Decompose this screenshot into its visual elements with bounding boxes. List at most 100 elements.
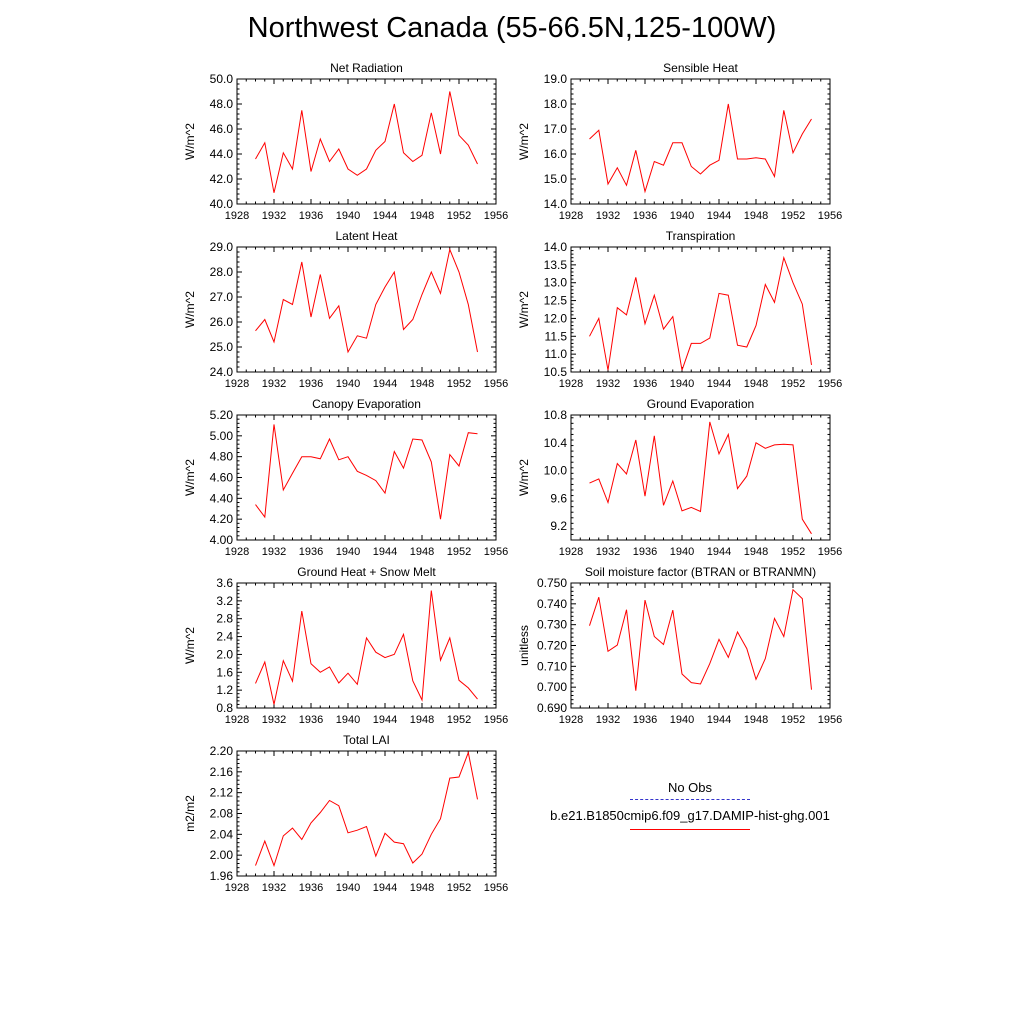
y-tick-label: 2.12 [210,786,234,800]
panel-title: Net Radiation [330,61,403,75]
y-axis-label: m2/m2 [183,795,197,832]
y-tick-label: 42.0 [210,172,234,186]
x-tick-label: 1940 [670,210,694,222]
panel-title: Soil moisture factor (BTRAN or BTRANMN) [585,565,816,579]
y-tick-label: 13.5 [544,258,568,272]
panel-5: 1928 1932 1936 1940 1944 1948 1952 1956 4.00 4.20… [183,397,508,558]
y-tick-label: 50.0 [210,72,234,86]
y-tick-label: 14.0 [544,197,568,211]
x-tick-label: 1932 [262,210,286,222]
y-tick-label: 29.0 [210,240,234,254]
x-tick-label: 1936 [299,546,323,558]
x-tick-label: 1944 [373,882,397,894]
panel-1: 1928 1932 1936 1940 1944 1948 1952 1956 40.0 42.0… [183,61,508,222]
y-tick-label: 15.0 [544,172,568,186]
x-tick-label: 1932 [596,210,620,222]
y-tick-label: 0.8 [216,701,233,715]
series-line [589,421,812,535]
y-tick-label: 18.0 [544,97,568,111]
x-tick-label: 1948 [744,210,768,222]
y-tick-label: 9.2 [550,519,567,533]
x-tick-label: 1936 [299,714,323,726]
y-tick-label: 10.0 [544,464,568,478]
plot-frame [236,414,497,541]
x-tick-label: 1932 [262,546,286,558]
x-tick-label: 1936 [633,714,657,726]
x-tick-label: 1928 [559,378,583,390]
y-axis-label: W/m^2 [517,123,531,160]
x-tick-label: 1956 [484,378,508,390]
x-tick-label: 1936 [299,210,323,222]
x-tick-label: 1952 [781,210,805,222]
x-tick-label: 1944 [707,546,731,558]
x-tick-label: 1952 [447,714,471,726]
x-tick-label: 1944 [707,714,731,726]
x-tick-label: 1956 [484,546,508,558]
x-tick-label: 1936 [633,210,657,222]
x-tick-label: 1948 [410,882,434,894]
y-tick-label: 2.4 [216,630,233,644]
y-tick-label: 1.6 [216,665,233,679]
y-tick-label: 27.0 [210,290,234,304]
panel-8: 1928 1932 1936 1940 1944 1948 1952 1956 0.690 0.7… [517,565,842,726]
y-tick-label: 46.0 [210,122,234,136]
x-tick-label: 1944 [373,378,397,390]
x-tick-label: 1956 [818,378,842,390]
panel-3: 1928 1932 1936 1940 1944 1948 1952 1956 24.0 25.0… [183,229,508,390]
x-tick-label: 1940 [336,714,360,726]
y-tick-label: 2.16 [210,765,234,779]
panel-6: 1928 1932 1936 1940 1944 1948 1952 1956 9.2 9.6 10… [517,397,842,558]
y-tick-label: 3.2 [216,594,233,608]
x-tick-label: 1936 [633,546,657,558]
plot-frame [236,750,497,877]
series-line [589,103,812,194]
y-axis-label: W/m^2 [517,459,531,496]
panel-title: Latent Heat [335,229,398,243]
y-tick-label: 1.2 [216,683,233,697]
legend-obs-line [630,799,750,800]
legend-obs-label: No Obs [667,780,713,795]
x-tick-label: 1956 [484,210,508,222]
plot-frame [236,246,497,373]
y-tick-label: 11.5 [545,329,568,343]
y-tick-label: 10.4 [544,436,568,450]
series-line [255,247,478,354]
y-tick-label: 2.8 [216,612,233,626]
y-tick-label: 13.0 [544,276,568,290]
y-axis-label: W/m^2 [183,291,197,328]
x-tick-label: 1940 [336,378,360,390]
x-tick-label: 1952 [447,546,471,558]
y-axis-label: W/m^2 [183,627,197,664]
x-tick-label: 1928 [225,210,249,222]
x-tick-label: 1956 [484,714,508,726]
plot-frame [236,582,497,709]
y-tick-label: 10.5 [544,365,568,379]
x-tick-label: 1928 [559,546,583,558]
legend-model-label: b.e21.B1850cmip6.f09_g17.DAMIP-hist-ghg.… [550,808,830,823]
y-tick-label: 10.8 [544,408,568,422]
x-tick-label: 1932 [262,714,286,726]
y-tick-label: 11.0 [545,347,568,361]
y-tick-label: 14.0 [544,240,568,254]
x-tick-label: 1956 [818,714,842,726]
x-tick-label: 1948 [744,546,768,558]
plot-frame [570,246,831,373]
panel-title: Canopy Evaporation [312,397,421,411]
x-tick-label: 1936 [299,378,323,390]
x-tick-label: 1948 [410,546,434,558]
x-tick-label: 1948 [744,378,768,390]
y-tick-label: 2.0 [216,647,233,661]
x-tick-label: 1944 [373,714,397,726]
x-tick-label: 1948 [410,210,434,222]
x-tick-label: 1948 [410,378,434,390]
y-axis-label: W/m^2 [183,123,197,160]
x-tick-label: 1940 [670,378,694,390]
panel-4: 1928 1932 1936 1940 1944 1948 1952 1956 10.5 11.0… [517,229,842,390]
y-tick-label: 0.740 [537,597,567,611]
x-tick-label: 1928 [225,378,249,390]
x-tick-label: 1956 [818,546,842,558]
y-tick-label: 4.40 [210,491,234,505]
x-tick-label: 1932 [596,378,620,390]
x-tick-label: 1932 [262,378,286,390]
